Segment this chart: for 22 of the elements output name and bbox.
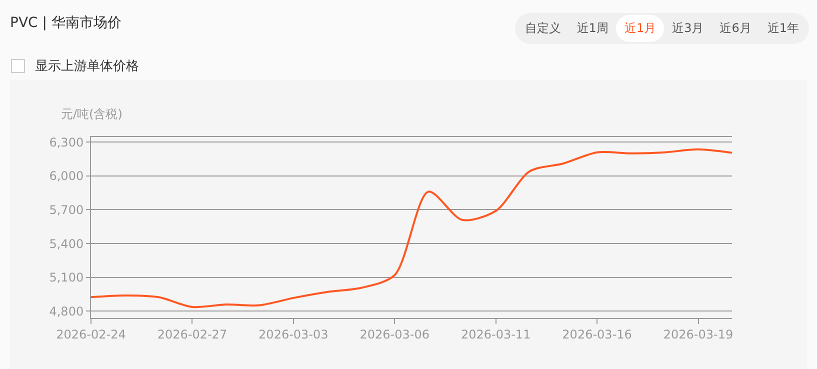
text: 自定义 — [524, 20, 562, 37]
y-tick-label: 5,400 — [49, 236, 84, 251]
x-tick-label: 2026-03-19 — [663, 327, 734, 342]
y-tick-label: 5,100 — [49, 270, 84, 285]
x-tick-label: 2026-02-24 — [56, 327, 126, 342]
y-axis-title: 元/吨(含税) — [61, 107, 122, 121]
text: 近1年 — [766, 20, 800, 37]
text: 近1月 — [616, 15, 664, 42]
x-tick-label: 2026-02-27 — [157, 327, 228, 342]
text: 显示上游单体价格 — [35, 58, 139, 75]
y-tick-label: 5,700 — [49, 202, 84, 217]
y-tick-label: 6,000 — [49, 169, 84, 184]
text: 近1周 — [576, 20, 610, 37]
x-tick-label: 2026-03-16 — [562, 327, 632, 342]
x-tick-label: 2026-03-11 — [460, 327, 531, 342]
y-tick-label: 6,300 — [49, 135, 84, 150]
chart-title: PVC | 华南市场价 — [10, 14, 122, 32]
text: 近3月 — [671, 20, 705, 37]
y-tick-label: 4,800 — [49, 304, 84, 318]
x-tick-label: 2026-03-06 — [360, 327, 430, 342]
x-tick-label: 2026-03-03 — [258, 327, 328, 342]
text: 近6月 — [718, 20, 752, 37]
